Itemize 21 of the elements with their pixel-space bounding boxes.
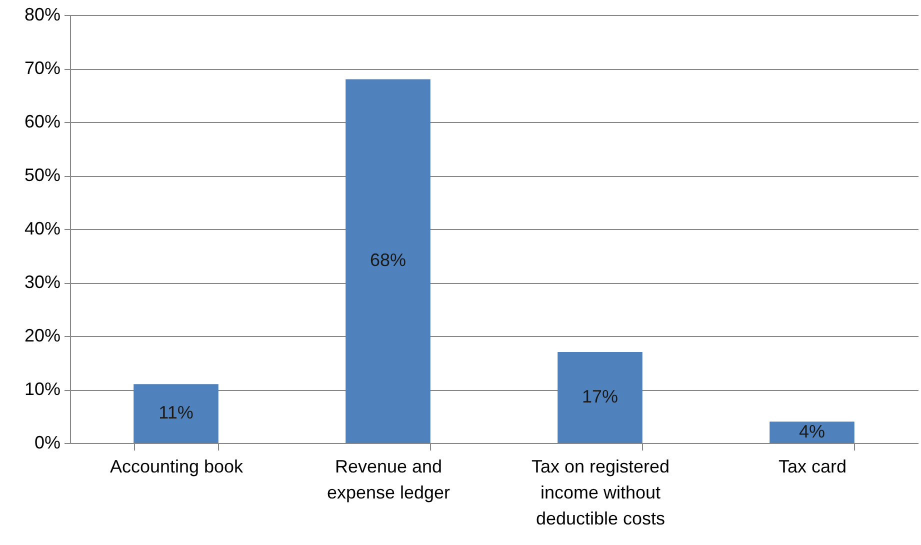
bar: [770, 422, 854, 443]
data-label: 11%: [158, 402, 194, 423]
y-tick-label: 30%: [24, 272, 60, 292]
y-tick-label: 0%: [34, 432, 60, 452]
x-tick-label: Tax on registered income without deductible costs: [531, 456, 670, 528]
bar: [346, 79, 430, 443]
data-label: 4%: [798, 421, 826, 442]
x-tick-label: Revenue and expense ledger: [326, 456, 450, 502]
x-tick-label: Accounting book: [110, 456, 244, 476]
data-label: 68%: [370, 250, 406, 270]
bar: [558, 352, 642, 443]
y-tick-label: 10%: [24, 379, 60, 399]
y-tick-label: 40%: [24, 218, 60, 238]
y-tick-label: 80%: [24, 4, 60, 24]
y-tick-label: 60%: [24, 112, 60, 132]
x-tick-label: Tax card: [778, 456, 847, 476]
data-label: 17%: [582, 386, 618, 407]
y-tick-label: 20%: [24, 326, 60, 346]
y-tick-label: 70%: [24, 58, 60, 78]
y-tick-label: 50%: [24, 165, 60, 185]
bar: [134, 384, 218, 443]
